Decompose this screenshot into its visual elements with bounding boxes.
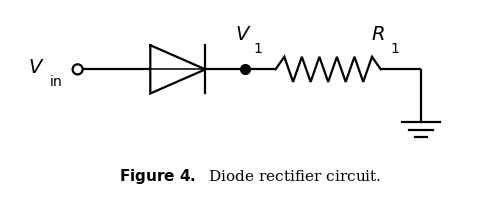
Text: $V$: $V$: [235, 26, 252, 44]
Text: $\mathrm{in}$: $\mathrm{in}$: [49, 74, 63, 88]
Text: $V$: $V$: [28, 59, 44, 76]
Text: $R$: $R$: [371, 26, 384, 44]
Text: $1$: $1$: [253, 42, 263, 56]
Text: $\bf{Figure\ 4.}$  Diode rectifier circuit.: $\bf{Figure\ 4.}$ Diode rectifier circui…: [119, 167, 382, 185]
Text: $1$: $1$: [390, 42, 399, 56]
